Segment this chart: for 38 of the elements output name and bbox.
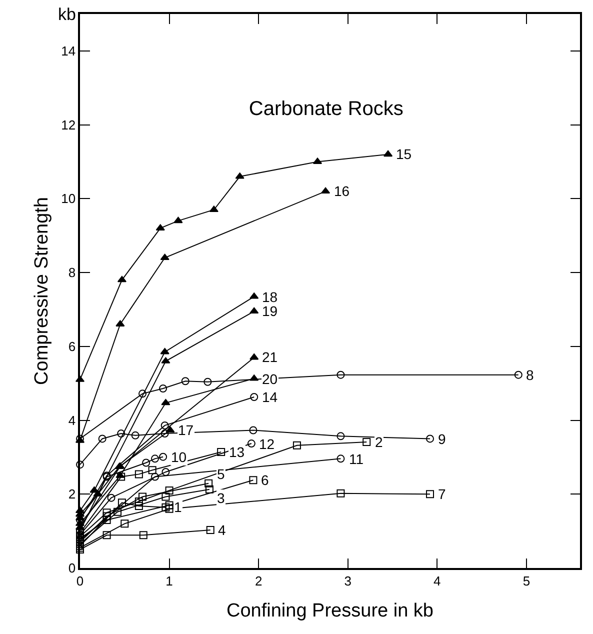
series-label: 5 bbox=[217, 466, 225, 482]
x-tick-label: 1 bbox=[166, 573, 173, 588]
x-tick-label: 3 bbox=[344, 573, 352, 588]
series-label: 14 bbox=[262, 389, 278, 405]
y-tick-label: 8 bbox=[68, 265, 76, 280]
series-label: 13 bbox=[229, 444, 245, 460]
y-tick-label: 0 bbox=[68, 560, 76, 576]
y-tick-label: 6 bbox=[68, 338, 76, 354]
series-label: 12 bbox=[259, 436, 275, 452]
y-tick-label: 4 bbox=[68, 412, 76, 428]
series-label: 6 bbox=[261, 472, 269, 488]
y-tick-label: 12 bbox=[61, 117, 76, 132]
series-label: 1 bbox=[174, 499, 182, 515]
text: Carbonate Rocks bbox=[248, 98, 404, 120]
series-label: 20 bbox=[262, 371, 278, 387]
series-label: 21 bbox=[262, 349, 278, 365]
series-label: 3 bbox=[217, 490, 225, 506]
x-tick-label: 2 bbox=[254, 573, 262, 588]
series-label: 4 bbox=[218, 522, 226, 538]
series-label: 16 bbox=[334, 183, 350, 199]
series-label: 9 bbox=[438, 431, 446, 447]
series-label: 8 bbox=[526, 367, 534, 383]
y-axis-title: Compressive Strength bbox=[32, 197, 53, 385]
series-label: 2 bbox=[375, 434, 383, 450]
y-tick-label: 10 bbox=[61, 191, 76, 206]
x-tick-label: 5 bbox=[522, 573, 530, 588]
text: kb bbox=[58, 5, 76, 24]
series-label: 15 bbox=[396, 146, 412, 162]
y-tick-label: 14 bbox=[61, 43, 76, 58]
y-tick-label: 2 bbox=[68, 486, 76, 502]
series-label: 17 bbox=[178, 422, 194, 438]
series-label: 11 bbox=[349, 451, 364, 467]
series-label: 10 bbox=[171, 449, 187, 465]
series-label: 7 bbox=[438, 486, 446, 502]
x-axis-title: Confining Pressure in kb bbox=[226, 600, 434, 622]
x-tick-label: 4 bbox=[434, 573, 441, 588]
series-label: 19 bbox=[262, 303, 278, 319]
series-label: 18 bbox=[262, 289, 278, 305]
